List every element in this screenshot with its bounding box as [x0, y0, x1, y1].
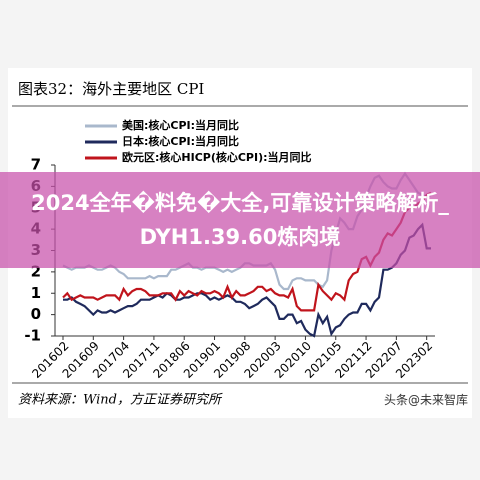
- series-line: [63, 222, 431, 338]
- y-tick-label: 7: [31, 156, 41, 174]
- legend-label: 美国:核心CPI:当月同比: [122, 118, 239, 132]
- watermark: 头条@未来智库: [383, 393, 468, 407]
- y-tick-label: 1: [31, 284, 41, 302]
- source: 资料来源：Wind，方正证券研究所: [18, 392, 223, 408]
- banner-text: 2024全年�料免�大全,可靠设计策略解析_DYH1.39.60炼肉境: [31, 191, 449, 249]
- chart-title: 图表32：海外主要地区 CPI: [18, 80, 204, 98]
- legend-label: 日本:核心CPI:当月同比: [122, 134, 239, 148]
- y-tick-label: 0: [31, 305, 41, 323]
- legend-label: 欧元区:核心HICP(核心CPI):当月同比: [122, 150, 312, 164]
- banner: 2024全年�料免�大全,可靠设计策略解析_DYH1.39.60炼肉境: [0, 172, 480, 268]
- y-tick-label: 2: [31, 262, 41, 280]
- y-tick-label: -1: [24, 327, 41, 345]
